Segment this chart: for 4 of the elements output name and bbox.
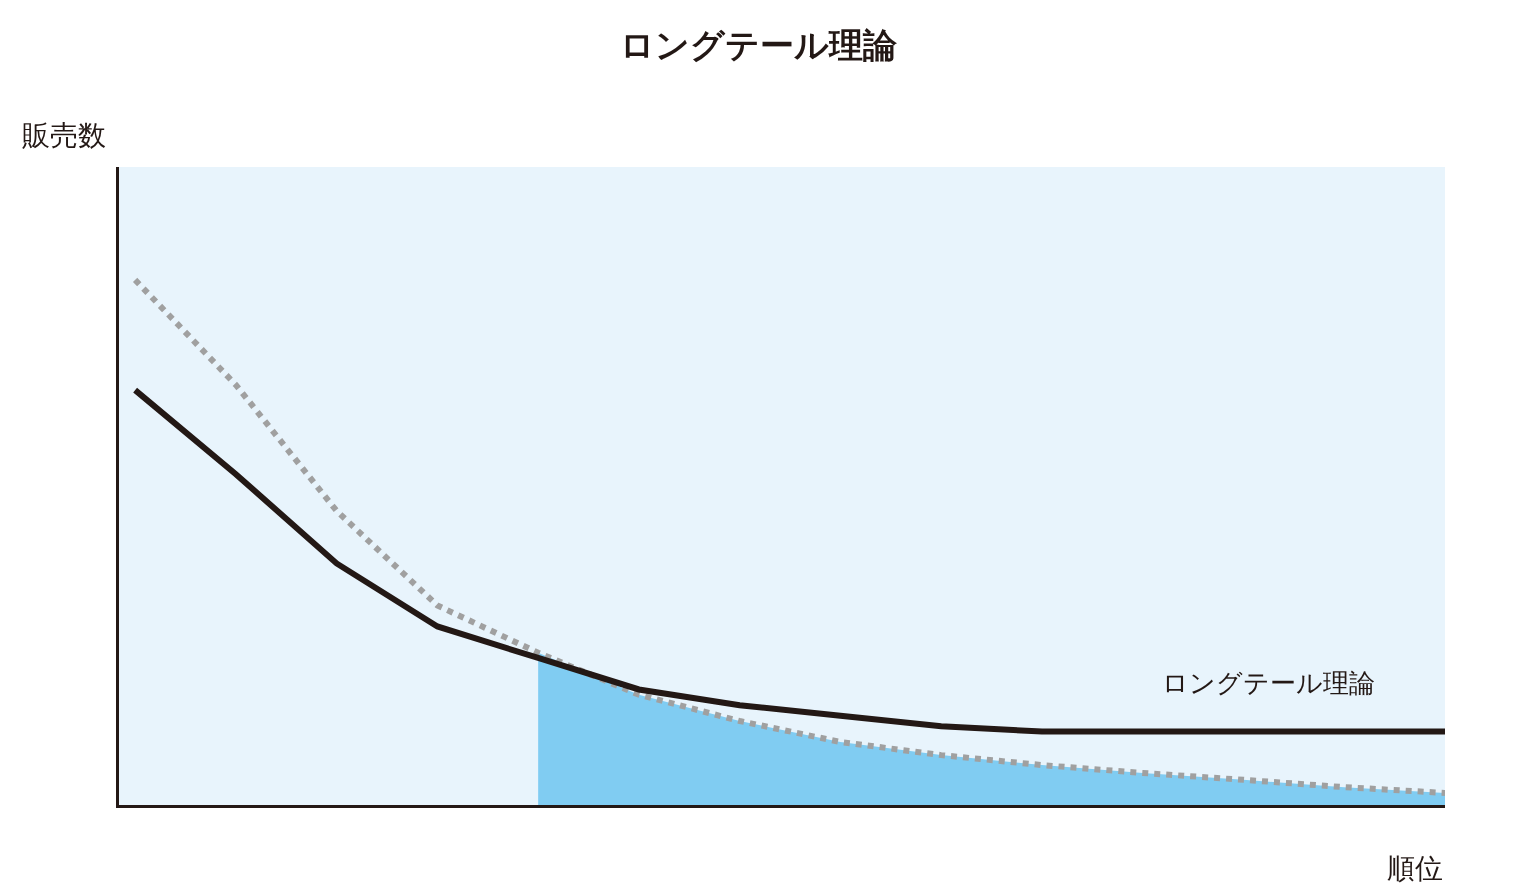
- series-label: ロングテール理論: [1162, 668, 1375, 698]
- x-axis-title: 順位: [1387, 852, 1443, 885]
- chart-title: ロングテール理論: [619, 24, 898, 65]
- y-axis-title: 販売数: [22, 119, 106, 152]
